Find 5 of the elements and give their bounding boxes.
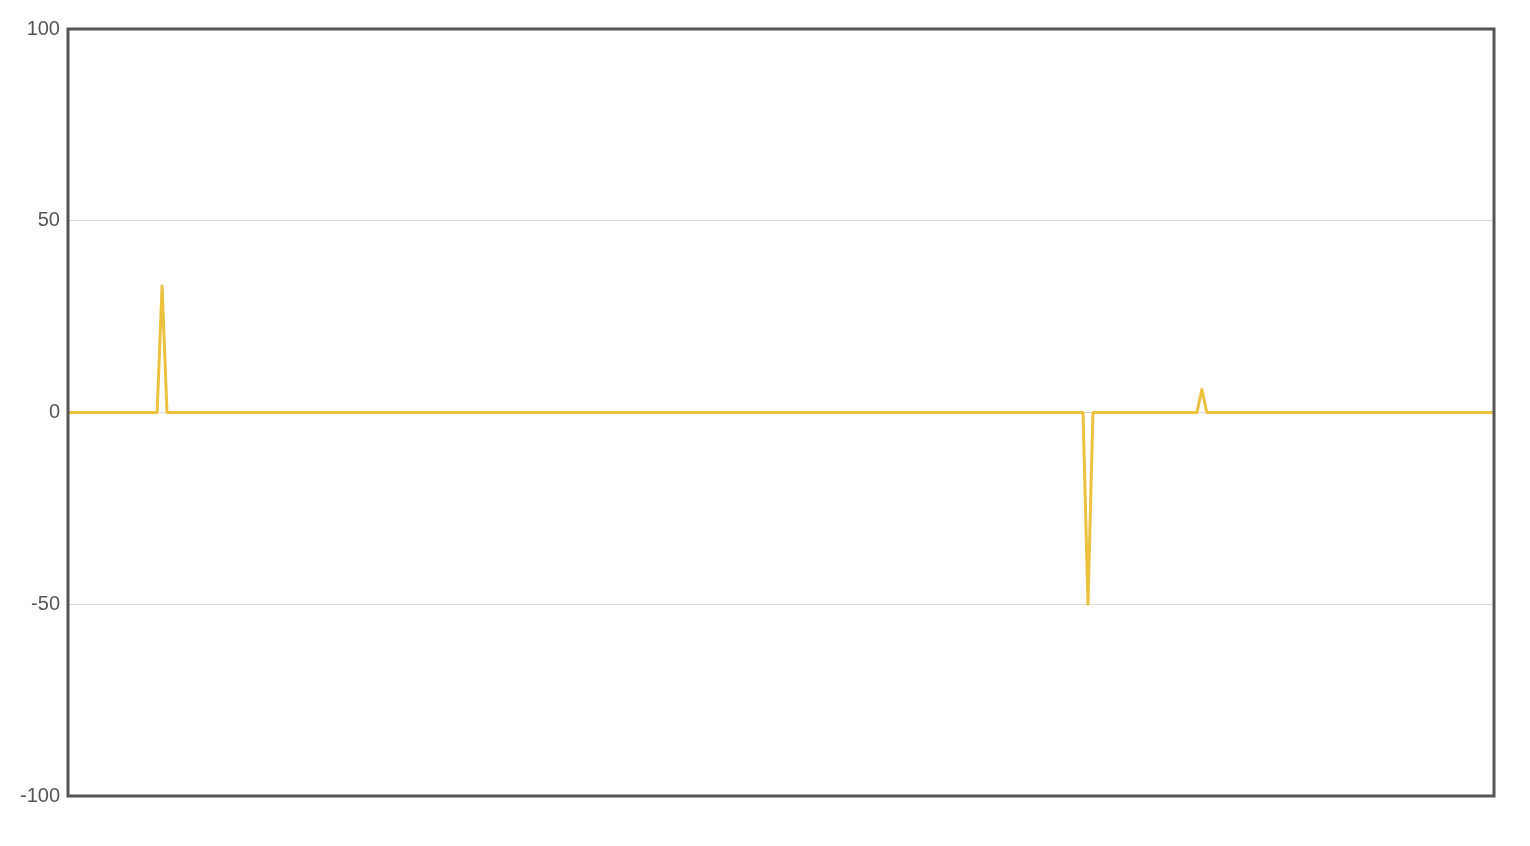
- y-tick-label: 50: [37, 208, 60, 231]
- y-tick-label: -50: [31, 591, 60, 614]
- y-tick-label: -100: [19, 783, 60, 806]
- y-tick-label: 0: [48, 400, 60, 423]
- y-tick-label: 100: [26, 16, 60, 39]
